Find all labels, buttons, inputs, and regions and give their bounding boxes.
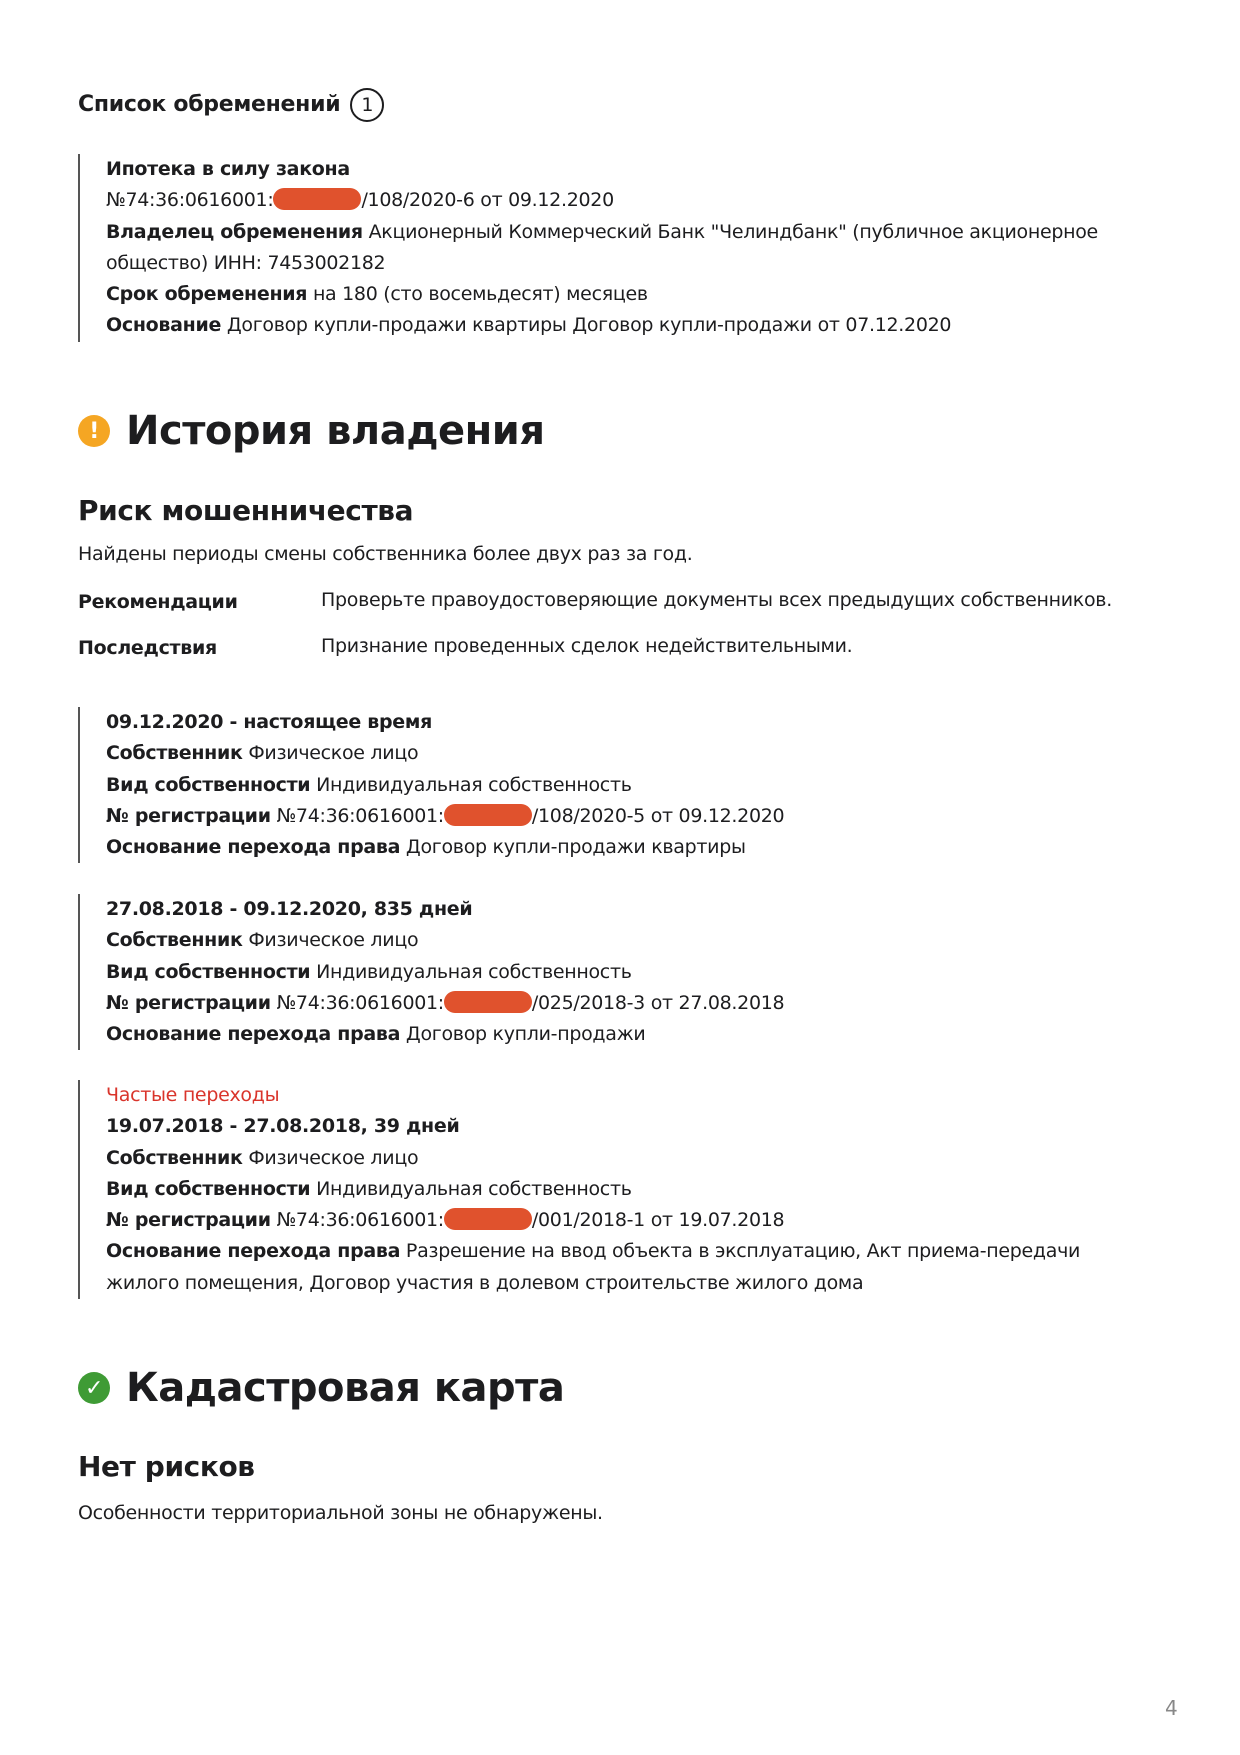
reg-prefix: №74:36:0616001:	[276, 804, 444, 827]
history-risk-text: Найдены периоды смены собственника более…	[78, 543, 693, 565]
ownership-period: 09.12.2020 - настоящее время Собственник…	[78, 707, 1146, 864]
reg-suffix: /025/2018-3 от 27.08.2018	[531, 991, 785, 1014]
recommendations-value: Проверьте правоудостоверяющие документы …	[321, 589, 1112, 611]
frequent-transfers-flag: Частые переходы	[106, 1084, 280, 1106]
kind-value: Индивидуальная собственность	[316, 1177, 632, 1200]
basis-label: Основание перехода права	[106, 1240, 401, 1263]
redaction-mark	[443, 1208, 532, 1231]
history-heading: ! История владения	[78, 408, 545, 454]
kind-value: Индивидуальная собственность	[316, 773, 632, 796]
cadastral-risk-title: Нет рисков	[78, 1450, 255, 1483]
recommendations-label: Рекомендации	[78, 591, 238, 613]
page-number: 4	[1165, 1696, 1178, 1720]
basis-label: Основание	[106, 314, 222, 337]
owner-label: Собственник	[106, 1146, 243, 1169]
reg-prefix: №74:36:0616001:	[276, 1209, 444, 1232]
consequences-label: Последствия	[78, 637, 217, 659]
redaction-mark	[443, 803, 532, 826]
ownership-period: Частые переходы 19.07.2018 - 27.08.2018,…	[78, 1080, 1146, 1300]
check-icon: ✓	[78, 1372, 110, 1404]
cadastral-title: Кадастровая карта	[126, 1365, 565, 1411]
owner-label: Собственник	[106, 929, 243, 952]
reg-prefix: №74:36:0616001:	[276, 991, 444, 1014]
number-suffix: /108/2020-6 от 09.12.2020	[361, 189, 614, 212]
owner-value: Акционерный Коммерческий Банк "Челиндбан…	[106, 220, 1098, 274]
kind-label: Вид собственности	[106, 960, 311, 983]
history-risk-title: Риск мошенничества	[78, 494, 414, 527]
reg-label: № регистрации	[106, 991, 271, 1014]
warning-icon: !	[78, 415, 110, 447]
basis-value: Разрешение на ввод объекта в эксплуатаци…	[106, 1240, 1081, 1294]
encumbrances-count-badge: 1	[350, 88, 385, 122]
kind-label: Вид собственности	[106, 1177, 311, 1200]
owner-label: Владелец обременения	[106, 220, 363, 243]
redaction-mark	[273, 188, 362, 211]
owner-label: Собственник	[106, 742, 243, 765]
kind-label: Вид собственности	[106, 773, 311, 796]
reg-label: № регистрации	[106, 1209, 271, 1232]
owner-value: Физическое лицо	[248, 742, 419, 765]
basis-value: Договор купли-продажи квартиры Договор к…	[226, 314, 952, 337]
reg-suffix: /001/2018-1 от 19.07.2018	[531, 1209, 785, 1232]
cadastral-text: Особенности территориальной зоны не обна…	[78, 1502, 603, 1524]
owner-value: Физическое лицо	[248, 929, 419, 952]
period-dates: 19.07.2018 - 27.08.2018, 39 дней	[106, 1115, 460, 1138]
reg-suffix: /108/2020-5 от 09.12.2020	[531, 804, 785, 827]
encumbrances-title-text: Список обременений	[78, 92, 341, 117]
basis-value: Договор купли-продажи квартиры	[405, 836, 746, 859]
encumbrance-type: Ипотека в силу закона	[106, 158, 350, 180]
term-value: на 180 (сто восемьдесят) месяцев	[312, 283, 648, 306]
encumbrance-number: №74:36:0616001: /108/2020-6 от 09.12.2020	[106, 185, 1146, 216]
history-title: История владения	[126, 408, 545, 454]
encumbrances-title: Список обременений 1	[78, 88, 385, 122]
redaction-mark	[443, 990, 532, 1013]
term-label: Срок обременения	[106, 283, 308, 306]
ownership-period: 27.08.2018 - 09.12.2020, 835 дней Собств…	[78, 894, 1146, 1051]
basis-label: Основание перехода права	[106, 836, 401, 859]
kind-value: Индивидуальная собственность	[316, 960, 632, 983]
reg-label: № регистрации	[106, 804, 271, 827]
basis-label: Основание перехода права	[106, 1023, 401, 1046]
basis-value: Договор купли-продажи	[405, 1023, 646, 1046]
owner-value: Физическое лицо	[248, 1146, 419, 1169]
period-dates: 09.12.2020 - настоящее время	[106, 711, 433, 733]
encumbrance-item: Ипотека в силу закона №74:36:0616001: /10…	[78, 154, 1146, 342]
consequences-value: Признание проведенных сделок недействите…	[321, 635, 853, 657]
period-dates: 27.08.2018 - 09.12.2020, 835 дней	[106, 898, 473, 920]
number-prefix: №74:36:0616001:	[106, 189, 274, 212]
cadastral-heading: ✓ Кадастровая карта	[78, 1365, 565, 1411]
